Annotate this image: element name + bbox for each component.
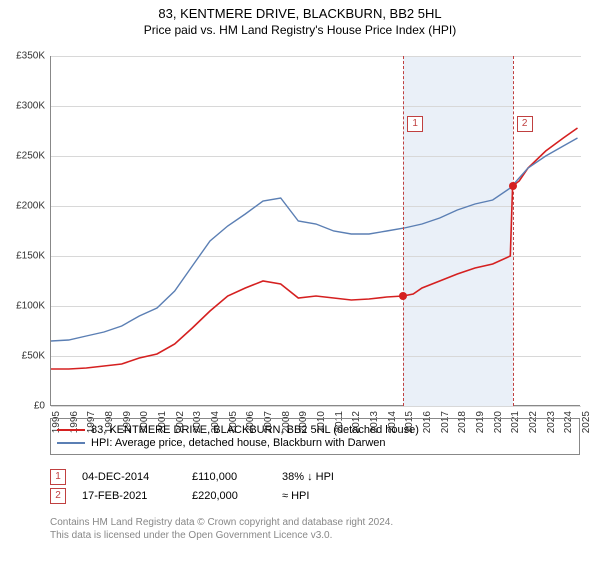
legend-row: HPI: Average price, detached house, Blac… [57,437,573,449]
event-price: £220,000 [192,490,282,502]
event-pct: 38% ↓ HPI [282,471,382,483]
y-tick-label: £350K [5,51,45,62]
event-price: £110,000 [192,471,282,483]
legend-box: 83, KENTMERE DRIVE, BLACKBURN, BB2 5HL (… [50,418,580,455]
event-row: 2 17-FEB-2021£220,000≈ HPI [50,488,580,504]
y-tick-label: £200K [5,201,45,212]
y-tick-label: £150K [5,251,45,262]
event-marker-box: 1 [407,116,423,132]
gridline-h [51,406,581,407]
y-tick-label: £0 [5,401,45,412]
event-vline [403,56,404,406]
event-dot [509,182,517,190]
events-table: 1 04-DEC-2014£110,00038% ↓ HPI 2 17-FEB-202… [50,466,580,507]
event-dot [399,292,407,300]
series-svg [51,56,581,406]
chart-subtitle: Price paid vs. HM Land Registry's House … [0,23,600,37]
series-hpi [51,138,578,341]
chart-area: £0£50K£100K£150K£200K£250K£300K£350K1995… [50,56,580,406]
y-tick-label: £250K [5,151,45,162]
legend-row: 83, KENTMERE DRIVE, BLACKBURN, BB2 5HL (… [57,424,573,436]
event-row-marker: 2 [50,488,66,504]
event-row: 1 04-DEC-2014£110,00038% ↓ HPI [50,469,580,485]
legend-label: 83, KENTMERE DRIVE, BLACKBURN, BB2 5HL (… [91,424,419,436]
legend-swatch [57,429,85,431]
event-date: 17-FEB-2021 [82,490,192,502]
event-vline [513,56,514,406]
chart-title: 83, KENTMERE DRIVE, BLACKBURN, BB2 5HL [0,6,600,21]
footer-attribution: Contains HM Land Registry data © Crown c… [50,516,580,542]
y-tick-label: £300K [5,101,45,112]
event-date: 04-DEC-2014 [82,471,192,483]
event-pct: ≈ HPI [282,490,382,502]
y-tick-label: £100K [5,301,45,312]
y-tick-label: £50K [5,351,45,362]
footer-line-1: Contains HM Land Registry data © Crown c… [50,516,580,529]
footer-line-2: This data is licensed under the Open Gov… [50,529,580,542]
event-row-marker: 1 [50,469,66,485]
legend-swatch [57,442,85,444]
series-price_paid [51,128,578,369]
event-marker-box: 2 [517,116,533,132]
legend-label: HPI: Average price, detached house, Blac… [91,437,386,449]
plot-region: £0£50K£100K£150K£200K£250K£300K£350K1995… [50,56,580,406]
x-tick-label: 2025 [581,411,592,433]
